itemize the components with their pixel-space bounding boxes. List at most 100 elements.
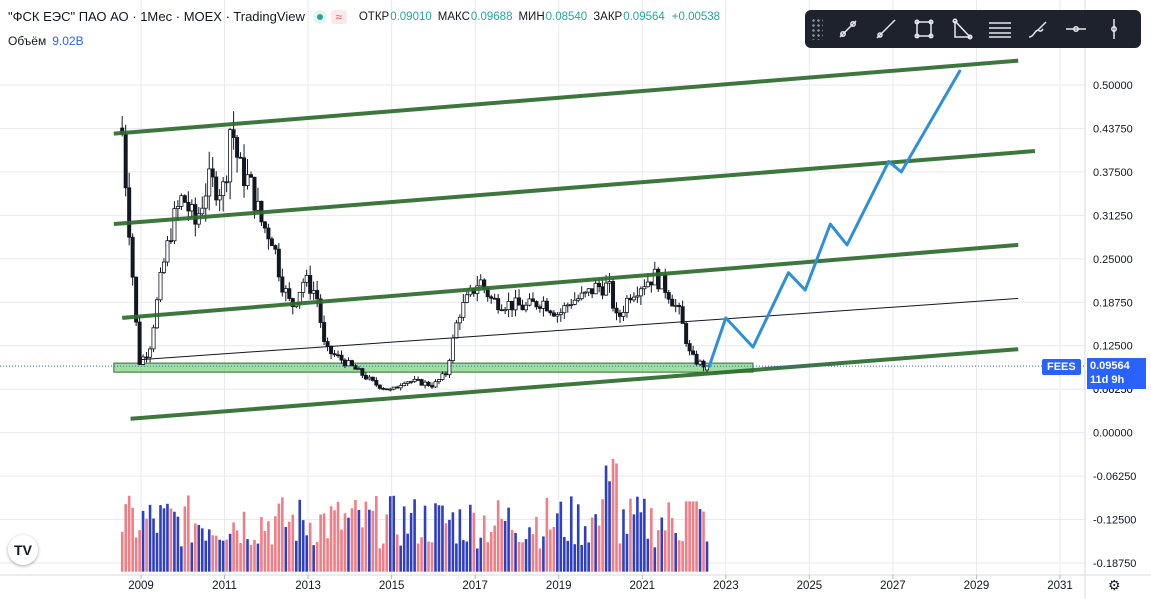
volume-bar [200, 528, 204, 572]
price-tick-label: -0.06250 [1093, 471, 1136, 483]
delay-icon: ≈ [330, 9, 347, 24]
volume-bar [364, 501, 368, 572]
candle-body [391, 386, 396, 390]
ohlc-open-value: 0.09010 [390, 10, 432, 23]
candle-body [555, 314, 560, 317]
volume-bar [684, 501, 688, 572]
tradingview-logo[interactable]: TV [8, 535, 38, 565]
volume-legend[interactable]: Объём 9.02B [8, 34, 84, 48]
volume-bar [437, 505, 441, 572]
volume-bar [354, 499, 357, 572]
forecast-path [707, 69, 962, 369]
candle-body [144, 356, 149, 359]
volume-bar [465, 541, 469, 572]
candle-body [255, 200, 260, 211]
brush-icon[interactable] [1019, 13, 1057, 45]
volume-bar [399, 545, 402, 572]
triangle-icon[interactable] [943, 13, 981, 45]
candle-body [677, 304, 682, 308]
candle-body [579, 292, 584, 300]
rectangle-icon[interactable] [905, 13, 943, 45]
ray-icon[interactable] [867, 13, 905, 45]
volume-bar [183, 506, 187, 572]
volume-bar [120, 531, 124, 572]
candle-body [384, 388, 389, 391]
volume-bar [469, 504, 472, 572]
vertical-line-icon[interactable] [1095, 13, 1133, 45]
candle-body [645, 281, 650, 288]
volume-bar [549, 529, 552, 572]
volume-bar [253, 539, 256, 572]
volume-bar [190, 542, 194, 572]
volume-bar [197, 524, 201, 572]
gear-icon[interactable]: ⚙ [1108, 577, 1121, 593]
volume-bar [677, 540, 681, 572]
candle-body [336, 354, 341, 357]
candle-body [590, 288, 595, 295]
volume-bar [608, 481, 611, 572]
volume-bar [493, 525, 496, 572]
candle-body [659, 274, 664, 290]
candle-body [242, 157, 247, 187]
candle-body [499, 309, 504, 312]
candle-body [489, 296, 494, 299]
volume-bar [705, 541, 709, 572]
candle-body [370, 376, 375, 381]
price-tick-label: 0.43750 [1093, 123, 1133, 135]
parallel-lines-icon[interactable] [981, 13, 1019, 45]
volume-bar [298, 499, 302, 572]
symbol-title[interactable]: "ФСК ЕЭС" ПАО АО · 1Мес · MOEX · Trading… [8, 9, 305, 24]
candle-body [332, 353, 337, 356]
price-tick-label: 0.00000 [1093, 428, 1133, 440]
candle-body [186, 201, 191, 212]
horizontal-line-icon[interactable] [1057, 13, 1095, 45]
volume-bar [131, 507, 134, 572]
candle-body [228, 129, 233, 183]
candle-body [325, 341, 330, 347]
volume-bar [207, 529, 211, 572]
volume-bar [427, 541, 430, 572]
candle-body [158, 271, 163, 301]
candle-body [339, 354, 344, 361]
volume-bar [274, 516, 277, 572]
volume-bar [524, 539, 528, 572]
volume-bar [350, 508, 354, 572]
candle-body [398, 385, 403, 389]
candle-body [621, 312, 626, 317]
volume-bar [381, 543, 385, 572]
volume-bar [336, 501, 340, 572]
candle-body [503, 309, 508, 312]
trend-line-icon[interactable] [829, 13, 867, 45]
volume-bar [702, 511, 705, 572]
candle-body [691, 350, 696, 355]
candle-body [698, 360, 703, 365]
time-tick-label: 2019 [546, 580, 572, 592]
candle-body [433, 381, 438, 388]
candle-body [666, 292, 671, 300]
volume-bar [559, 501, 563, 572]
drag-handle-icon[interactable] [811, 18, 823, 40]
volume-bar [301, 520, 305, 572]
candle-body [308, 275, 313, 294]
volume-bar [287, 521, 291, 572]
candle-body [395, 386, 400, 389]
volume-bar [441, 505, 444, 572]
candle-body [583, 291, 588, 294]
candle-body [402, 383, 407, 386]
volume-bar [284, 526, 288, 572]
ohlc-close-label: ЗАКР [593, 10, 623, 23]
volume-bar [590, 517, 594, 572]
volume-bar [521, 542, 524, 572]
volume-bar [194, 523, 197, 572]
volume-bar [378, 548, 382, 572]
volume-bar [496, 500, 500, 572]
candle-body [614, 307, 619, 314]
time-tick-label: 2031 [1047, 580, 1073, 592]
channel-line [113, 149, 1036, 227]
volume-bar [395, 534, 399, 572]
candle-body [210, 168, 215, 178]
candle-body [705, 365, 710, 371]
ohlc-high-label: МАКС [437, 10, 470, 23]
